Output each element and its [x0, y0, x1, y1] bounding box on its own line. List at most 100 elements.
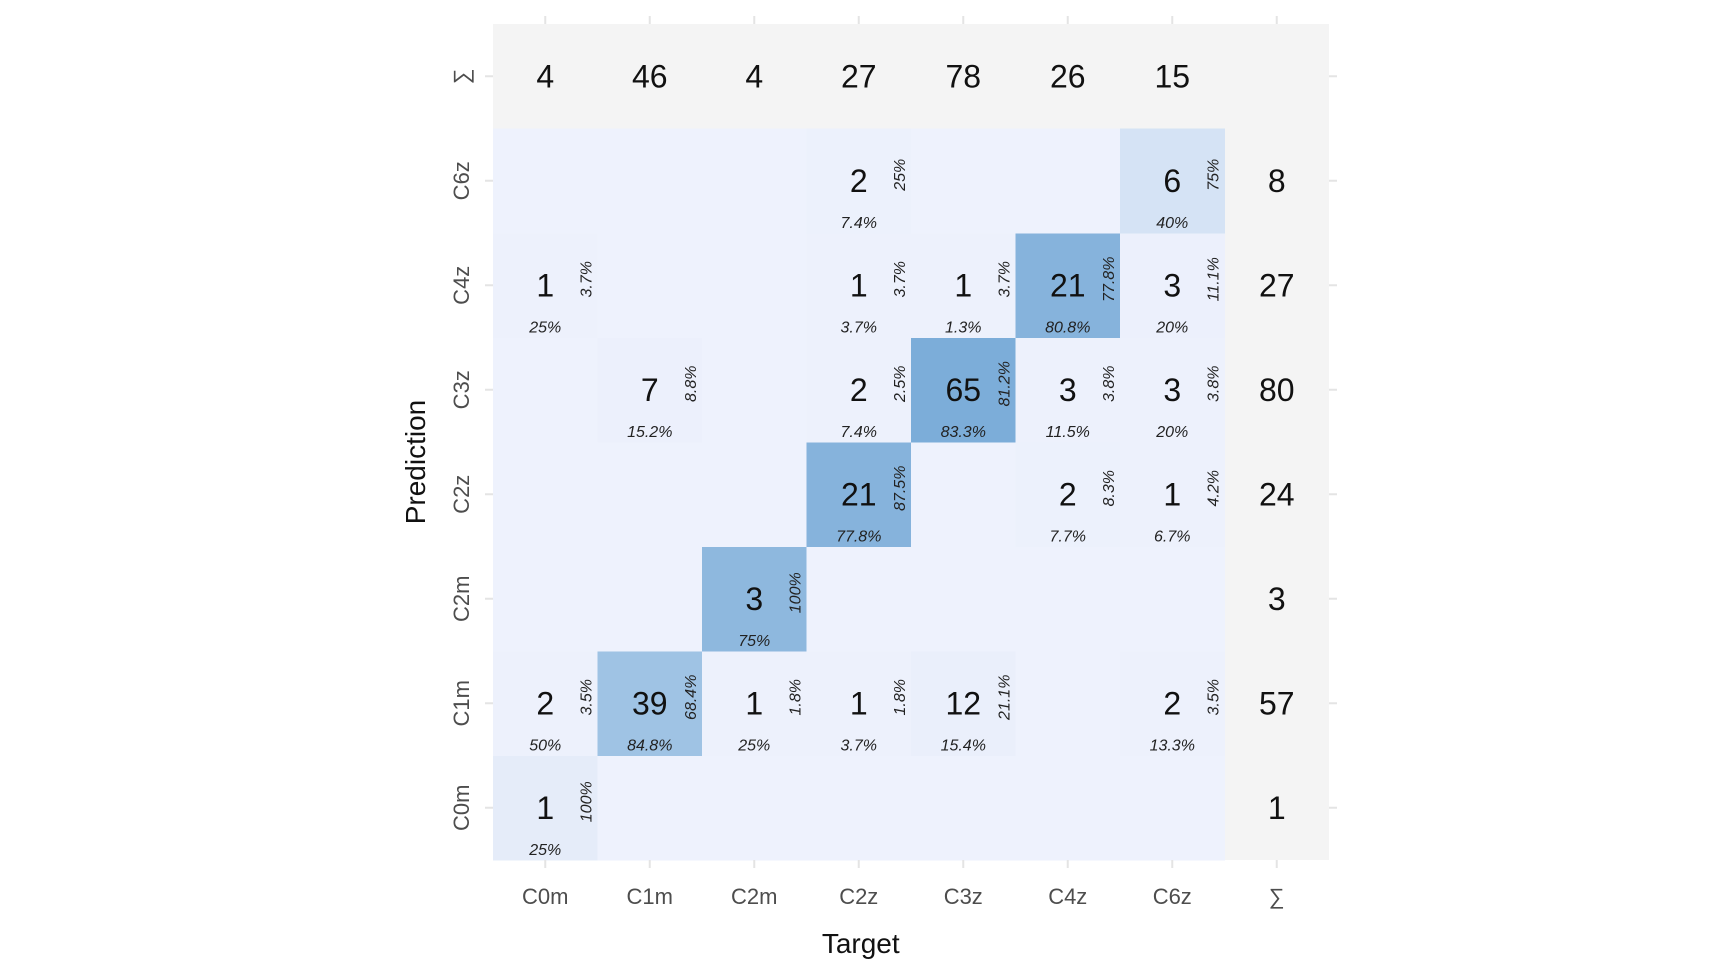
matrix-cell: [806, 651, 912, 756]
matrix-cell-empty: [493, 337, 598, 443]
cell-row-percent-label: 100%: [578, 781, 595, 822]
x-tick-label: C6z: [1153, 884, 1192, 909]
cell-count-label: 2: [850, 163, 868, 199]
matrix-cell: [806, 233, 912, 338]
cell-column-percent-label: 15.2%: [627, 424, 672, 441]
matrix-cell-empty: [806, 755, 912, 861]
cell-row-percent-label: 8.8%: [683, 366, 700, 402]
matrix-cell-empty: [702, 442, 807, 547]
matrix-cell: [597, 337, 703, 443]
cell-column-percent-label: 80.8%: [1045, 319, 1090, 336]
cell-row-percent-label: 4.2%: [1205, 470, 1222, 506]
cell-count-label: 21: [1050, 267, 1086, 303]
cell-row-percent-label: 25%: [892, 159, 909, 192]
x-tick-label: C2z: [839, 884, 878, 909]
x-tick-label: C1m: [627, 884, 673, 909]
cell-count-label: 12: [945, 685, 981, 721]
matrix-cell-empty: [597, 233, 703, 338]
cell-count-label: 21: [841, 476, 877, 512]
cell-row-percent-label: 3.5%: [578, 679, 595, 715]
cell-column-percent-label: 11.5%: [1046, 424, 1090, 441]
matrix-cell: [702, 651, 807, 756]
y-tick-label: C2z: [449, 475, 474, 514]
cell-row-percent-label: 3.7%: [578, 261, 595, 297]
matrix-cell: [1015, 442, 1121, 547]
cell-count-label: 2: [1163, 685, 1181, 721]
matrix-cell: [806, 128, 912, 234]
row-total-label: 3: [1268, 581, 1286, 617]
row-total-label: 24: [1259, 476, 1295, 512]
matrix-cell: [493, 651, 598, 756]
matrix-cell-empty: [702, 128, 807, 234]
matrix-cell-empty: [1015, 651, 1121, 756]
cell-column-percent-label: 83.3%: [941, 424, 986, 441]
cell-count-label: 3: [745, 581, 763, 617]
matrix-cell-empty: [493, 442, 598, 547]
matrix-cell-empty: [1015, 755, 1121, 861]
cell-row-percent-label: 3.8%: [1205, 366, 1222, 402]
cell-column-percent-label: 77.8%: [836, 528, 881, 545]
x-axis-ticks: C0m C1m C2m C2z C3z C4z C6z ∑: [522, 884, 1285, 909]
y-tick-label: C4z: [449, 266, 474, 305]
cell-column-percent-label: 40%: [1156, 215, 1188, 232]
cell-column-percent-label: 1.3%: [945, 319, 981, 336]
cell-row-percent-label: 8.3%: [1101, 470, 1118, 506]
matrix-cell-empty: [911, 755, 1016, 861]
cell-count-label: 3: [1059, 372, 1077, 408]
matrix-cell: [493, 233, 598, 338]
column-total-label: 27: [841, 58, 877, 94]
cell-column-percent-label: 84.8%: [627, 737, 672, 754]
cell-count-label: 1: [850, 685, 868, 721]
cell-column-percent-label: 25%: [528, 319, 561, 336]
matrix-cell: [911, 337, 1016, 443]
cell-count-label: 1: [745, 685, 763, 721]
matrix-cell: [597, 651, 703, 756]
column-total-label: 46: [632, 58, 668, 94]
cell-count-label: 1: [850, 267, 868, 303]
cell-row-percent-label: 87.5%: [892, 466, 909, 511]
x-tick-label-sum: ∑: [1269, 884, 1285, 909]
y-tick-label: C2m: [449, 576, 474, 622]
cell-row-percent-label: 11.1%: [1205, 257, 1222, 301]
cell-count-label: 65: [945, 372, 981, 408]
cell-count-label: 1: [1163, 476, 1181, 512]
matrix-cell: [1015, 337, 1121, 443]
cell-count-label: 3: [1163, 372, 1181, 408]
cells-layer: [493, 128, 1225, 861]
cell-row-percent-label: 77.8%: [1101, 257, 1118, 302]
cell-row-percent-label: 3.5%: [1205, 679, 1222, 715]
cell-column-percent-label: 20%: [1155, 319, 1188, 336]
cell-column-percent-label: 20%: [1155, 424, 1188, 441]
cell-column-percent-label: 15.4%: [941, 737, 986, 754]
y-tick-label: C0m: [449, 785, 474, 831]
matrix-cell-empty: [597, 755, 703, 861]
cell-row-percent-label: 2.5%: [892, 366, 909, 403]
y-axis-ticks: C0m C1m C2m C2z C3z C4z C6z ∑: [449, 68, 474, 831]
matrix-cell-empty: [911, 128, 1016, 234]
cell-count-label: 7: [641, 372, 659, 408]
matrix-cell: [1015, 233, 1121, 338]
x-tick-label: C4z: [1048, 884, 1087, 909]
cell-column-percent-label: 75%: [738, 633, 770, 650]
row-total-label: 8: [1268, 163, 1286, 199]
cell-column-percent-label: 6.7%: [1154, 528, 1190, 545]
y-tick-label: C1m: [449, 680, 474, 726]
matrix-cell: [493, 755, 598, 861]
matrix-cell: [806, 337, 912, 443]
matrix-cell-empty: [1015, 128, 1121, 234]
matrix-cell: [702, 546, 807, 652]
cell-count-label: 1: [536, 790, 554, 826]
cell-column-percent-label: 7.7%: [1050, 528, 1086, 545]
matrix-cell-empty: [597, 128, 703, 234]
cell-count-label: 2: [850, 372, 868, 408]
cell-row-percent-label: 100%: [787, 572, 804, 613]
row-total-label: 57: [1259, 685, 1295, 721]
column-total-label: 4: [745, 58, 763, 94]
cell-row-percent-label: 3.8%: [1101, 366, 1118, 402]
y-tick-label: C6z: [449, 161, 474, 200]
cell-count-label: 2: [536, 685, 554, 721]
y-tick-label: C3z: [449, 370, 474, 409]
cell-column-percent-label: 50%: [529, 737, 561, 754]
